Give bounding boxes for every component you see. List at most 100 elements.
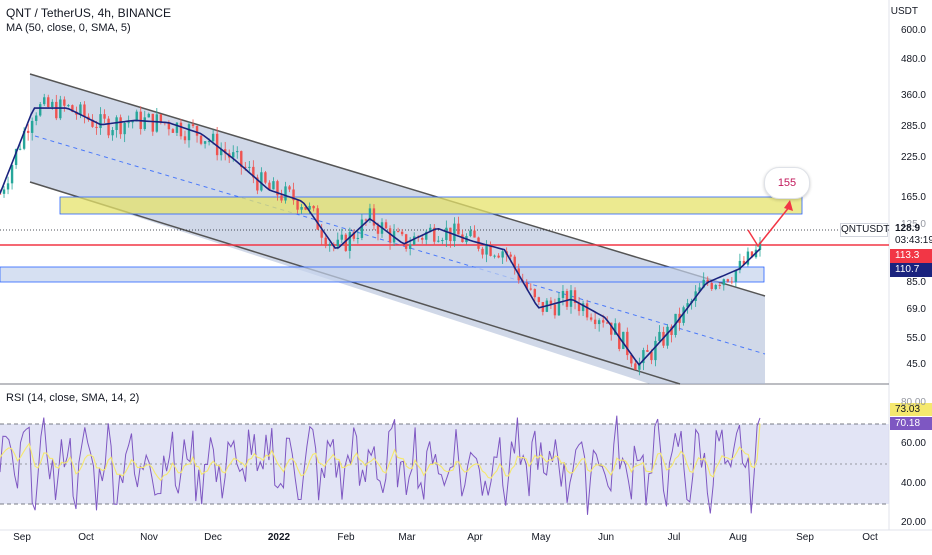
candle-body: [147, 113, 150, 118]
ma-tag-bg: [890, 263, 932, 277]
ticker-label: QNTUSDT: [840, 223, 890, 237]
candle-body: [51, 101, 54, 108]
price-tick: 165.0: [900, 192, 926, 203]
candle-body: [34, 115, 38, 121]
candle-body: [666, 326, 669, 346]
rsi-tick: 80.00: [900, 397, 926, 408]
symbol-title[interactable]: QNT / TetherUS, 4h, BINANCE: [6, 6, 171, 20]
ma-legend[interactable]: MA (50, close, 0, SMA, 5): [6, 22, 131, 34]
candle-body: [95, 126, 98, 129]
candle-body: [360, 219, 364, 238]
candle-body: [284, 186, 287, 201]
candle-body: [0, 193, 2, 195]
candle-body: [509, 254, 512, 257]
candle-body: [557, 297, 561, 316]
candle-body: [429, 227, 432, 232]
candle-body: [569, 290, 573, 307]
candle-body: [171, 129, 175, 133]
candle-body: [115, 117, 118, 131]
candle-body: [6, 183, 10, 190]
candle-body: [605, 322, 609, 324]
candle-body: [123, 123, 126, 135]
candle-body: [280, 195, 283, 201]
candle-body: [630, 355, 633, 364]
time-tick: 2022: [267, 532, 291, 543]
candle-body: [223, 149, 227, 154]
candle-body: [573, 290, 577, 303]
candle-body: [268, 182, 271, 190]
candle-body: [626, 331, 629, 356]
candle-body: [63, 99, 66, 106]
candle-body: [316, 208, 319, 230]
candle-body: [404, 234, 408, 249]
candle-body: [135, 111, 138, 122]
channel-lower-line[interactable]: [29, 181, 681, 385]
candle-body: [453, 223, 456, 242]
candle-body: [597, 320, 601, 325]
candle-body: [734, 270, 738, 282]
candle-body: [654, 340, 657, 361]
candle-body: [714, 285, 717, 290]
candle-body: [742, 260, 746, 265]
candle-body: [610, 322, 613, 335]
rsi-ma-line: [0, 423, 761, 482]
candle-body: [642, 350, 645, 364]
time-tick: Mar: [398, 532, 416, 543]
target-price-bubble[interactable]: 155: [764, 167, 810, 199]
candle-body: [670, 326, 673, 335]
candle-body: [758, 242, 762, 250]
candle-body: [553, 304, 557, 316]
candle-body: [457, 223, 460, 235]
candle-body: [300, 206, 303, 210]
candle-body: [131, 121, 134, 123]
candle-body: [561, 291, 565, 298]
candle-body: [39, 104, 42, 116]
resistance-zone[interactable]: [59, 196, 803, 215]
candle-body: [356, 237, 360, 239]
candle-body: [481, 248, 484, 255]
candle-body: [412, 236, 416, 245]
candle-body: [722, 279, 726, 286]
candle-body: [352, 232, 356, 239]
time-tick: Oct: [78, 532, 94, 543]
candle-body: [111, 130, 114, 136]
candle-body: [167, 122, 171, 130]
target-arrow[interactable]: [747, 205, 791, 248]
candle-body: [155, 114, 159, 132]
support-zone[interactable]: [0, 266, 765, 283]
candle-body: [43, 97, 46, 105]
candle-body: [240, 151, 243, 167]
candle-body: [585, 303, 589, 318]
candle-body: [372, 208, 376, 226]
candle-body: [308, 205, 311, 210]
channel-mid-line[interactable]: [34, 135, 766, 355]
candle-body: [183, 136, 187, 141]
candle-body: [252, 166, 255, 178]
candle-body: [400, 231, 404, 235]
channel-upper-line[interactable]: [29, 73, 766, 297]
price-tick: 225.0: [900, 152, 926, 163]
candle-body: [232, 152, 235, 158]
candle-body: [30, 120, 34, 133]
candle-body: [738, 260, 742, 271]
time-tick: Dec: [204, 532, 222, 543]
candle-body: [18, 148, 22, 150]
candle-body: [565, 291, 569, 307]
candle-body: [348, 232, 352, 251]
candle-body: [634, 363, 637, 370]
candle-body: [433, 227, 436, 242]
candle-body: [525, 282, 528, 289]
price-tick: 85.0: [906, 277, 926, 288]
descending-channel[interactable]: [30, 74, 765, 384]
candle-body: [199, 135, 203, 144]
candle-body: [304, 206, 307, 210]
candle-body: [513, 256, 516, 269]
rsi-legend[interactable]: RSI (14, close, SMA, 14, 2): [6, 392, 140, 404]
time-tick: Jun: [597, 532, 615, 543]
candle-body: [376, 225, 380, 234]
last-price-tag-bg: [890, 222, 932, 246]
ma-line: [0, 107, 761, 367]
candle-body: [686, 303, 689, 308]
